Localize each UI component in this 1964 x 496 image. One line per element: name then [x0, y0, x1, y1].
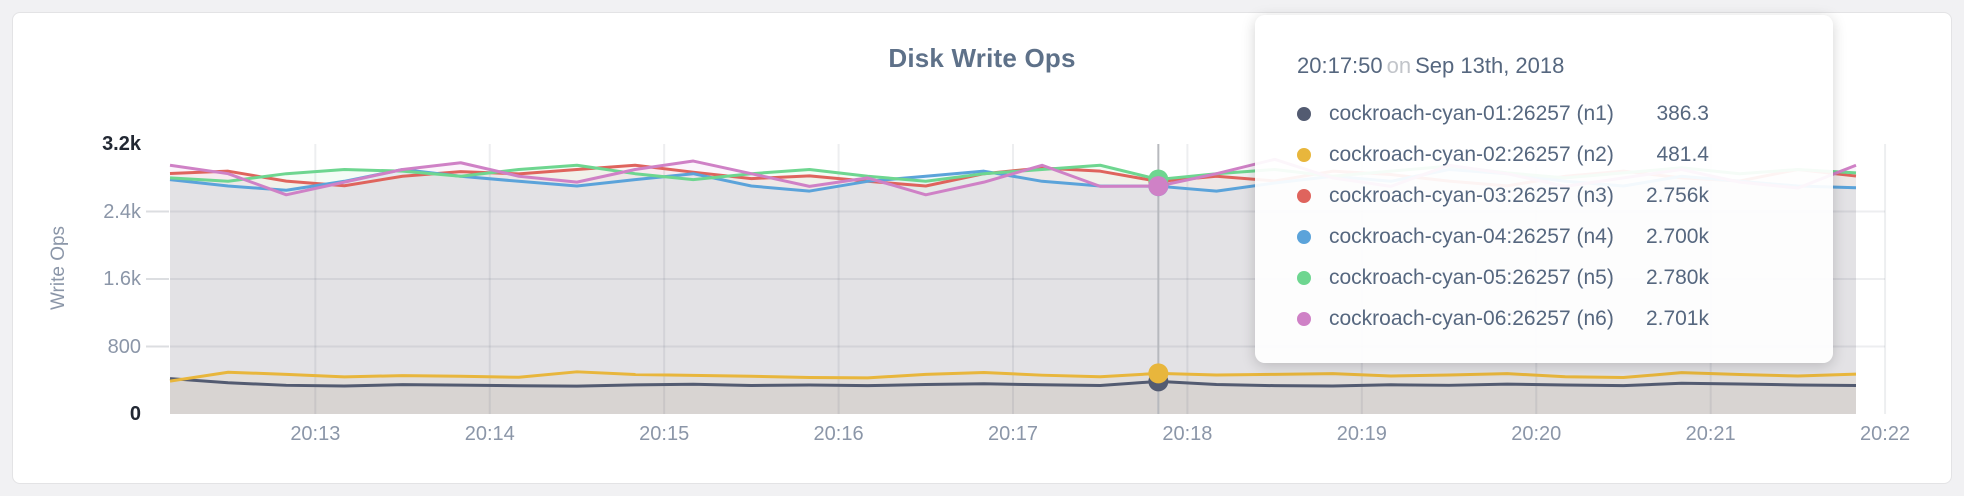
tooltip-row: cockroach-cyan-05:26257 (n5) 2.780k: [1297, 257, 1709, 298]
hover-dot-n2: [1148, 363, 1169, 384]
tooltip-row: cockroach-cyan-06:26257 (n6) 2.701k: [1297, 298, 1709, 339]
x-tick-label-20:22: 20:22: [1860, 423, 1911, 445]
series-color-dot-icon: [1297, 106, 1311, 121]
tooltip-series-label: cockroach-cyan-01:26257 (n1): [1329, 101, 1614, 125]
y-tick-label-0: 0: [129, 403, 141, 425]
tooltip-series-value: 2.780k: [1645, 265, 1709, 289]
y-tick-label-3.2k: 3.2k: [102, 133, 141, 155]
x-tick-label-20:18: 20:18: [1162, 423, 1213, 445]
x-tick-label-20:20: 20:20: [1511, 423, 1562, 445]
tooltip-series-label: cockroach-cyan-02:26257 (n2): [1329, 142, 1614, 166]
x-tick-label-20:17: 20:17: [987, 423, 1039, 445]
hover-dot-n6: [1148, 176, 1169, 197]
y-tick-label-1.6k: 1.6k: [103, 268, 141, 290]
y-tick-label-2.4k: 2.4k: [103, 200, 141, 223]
tooltip-time: 20:17:50: [1297, 53, 1383, 78]
series-line-n2: [169, 370, 1857, 383]
x-tick-label-20:15: 20:15: [639, 423, 690, 445]
tooltip-series-value: 2.701k: [1645, 306, 1709, 330]
chart-card: Disk Write Ops Write Ops 0 800 1.6k 2.4k 3.2…: [12, 12, 1952, 484]
tooltip-on-word: on: [1386, 53, 1412, 78]
tooltip-series-value: 481.4: [1656, 142, 1709, 166]
tooltip-header: 20:17:50 on Sep 13th, 2018: [1297, 53, 1833, 79]
tooltip-series-value: 2.700k: [1645, 224, 1709, 248]
chart-tooltip: 20:17:50 on Sep 13th, 2018 cockroach-cyan-…: [1255, 15, 1833, 363]
chart-title: Disk Write Ops: [888, 43, 1076, 73]
x-tick-label-20:13: 20:13: [290, 423, 341, 445]
tooltip-date: Sep 13th, 2018: [1415, 53, 1565, 78]
x-tick-label-20:16: 20:16: [813, 423, 864, 445]
tooltip-row: cockroach-cyan-03:26257 (n3) 2.756k: [1297, 175, 1709, 216]
tooltip-series-label: cockroach-cyan-03:26257 (n3): [1329, 183, 1614, 207]
tooltip-row: cockroach-cyan-01:26257 (n1) 386.3: [1297, 93, 1709, 134]
series-color-dot-icon: [1297, 229, 1311, 244]
series-area-n1: [170, 378, 1856, 414]
tooltip-series-value: 2.756k: [1645, 183, 1709, 207]
tooltip-rows: cockroach-cyan-01:26257 (n1) 386.3 cockroa…: [1297, 93, 1833, 339]
tooltip-series-label: cockroach-cyan-05:26257 (n5): [1329, 265, 1614, 289]
tooltip-row: cockroach-cyan-04:26257 (n4) 2.700k: [1297, 216, 1709, 257]
tooltip-series-label: cockroach-cyan-04:26257 (n4): [1329, 224, 1614, 248]
y-tick-label-800: 800: [107, 335, 141, 358]
x-tick-label-20:14: 20:14: [464, 423, 515, 445]
tooltip-series-label: cockroach-cyan-06:26257 (n6): [1329, 306, 1614, 330]
tooltip-series-value: 386.3: [1656, 101, 1709, 125]
series-line-n1: [169, 377, 1857, 388]
series-area-n2: [170, 371, 1856, 414]
series-color-dot-icon: [1297, 188, 1311, 203]
series-color-dot-icon: [1297, 270, 1311, 285]
series-color-dot-icon: [1297, 147, 1311, 162]
x-tick-label-20:21: 20:21: [1685, 423, 1736, 445]
x-tick-label-20:19: 20:19: [1336, 423, 1387, 445]
series-color-dot-icon: [1297, 311, 1311, 326]
tooltip-row: cockroach-cyan-02:26257 (n2) 481.4: [1297, 134, 1709, 175]
